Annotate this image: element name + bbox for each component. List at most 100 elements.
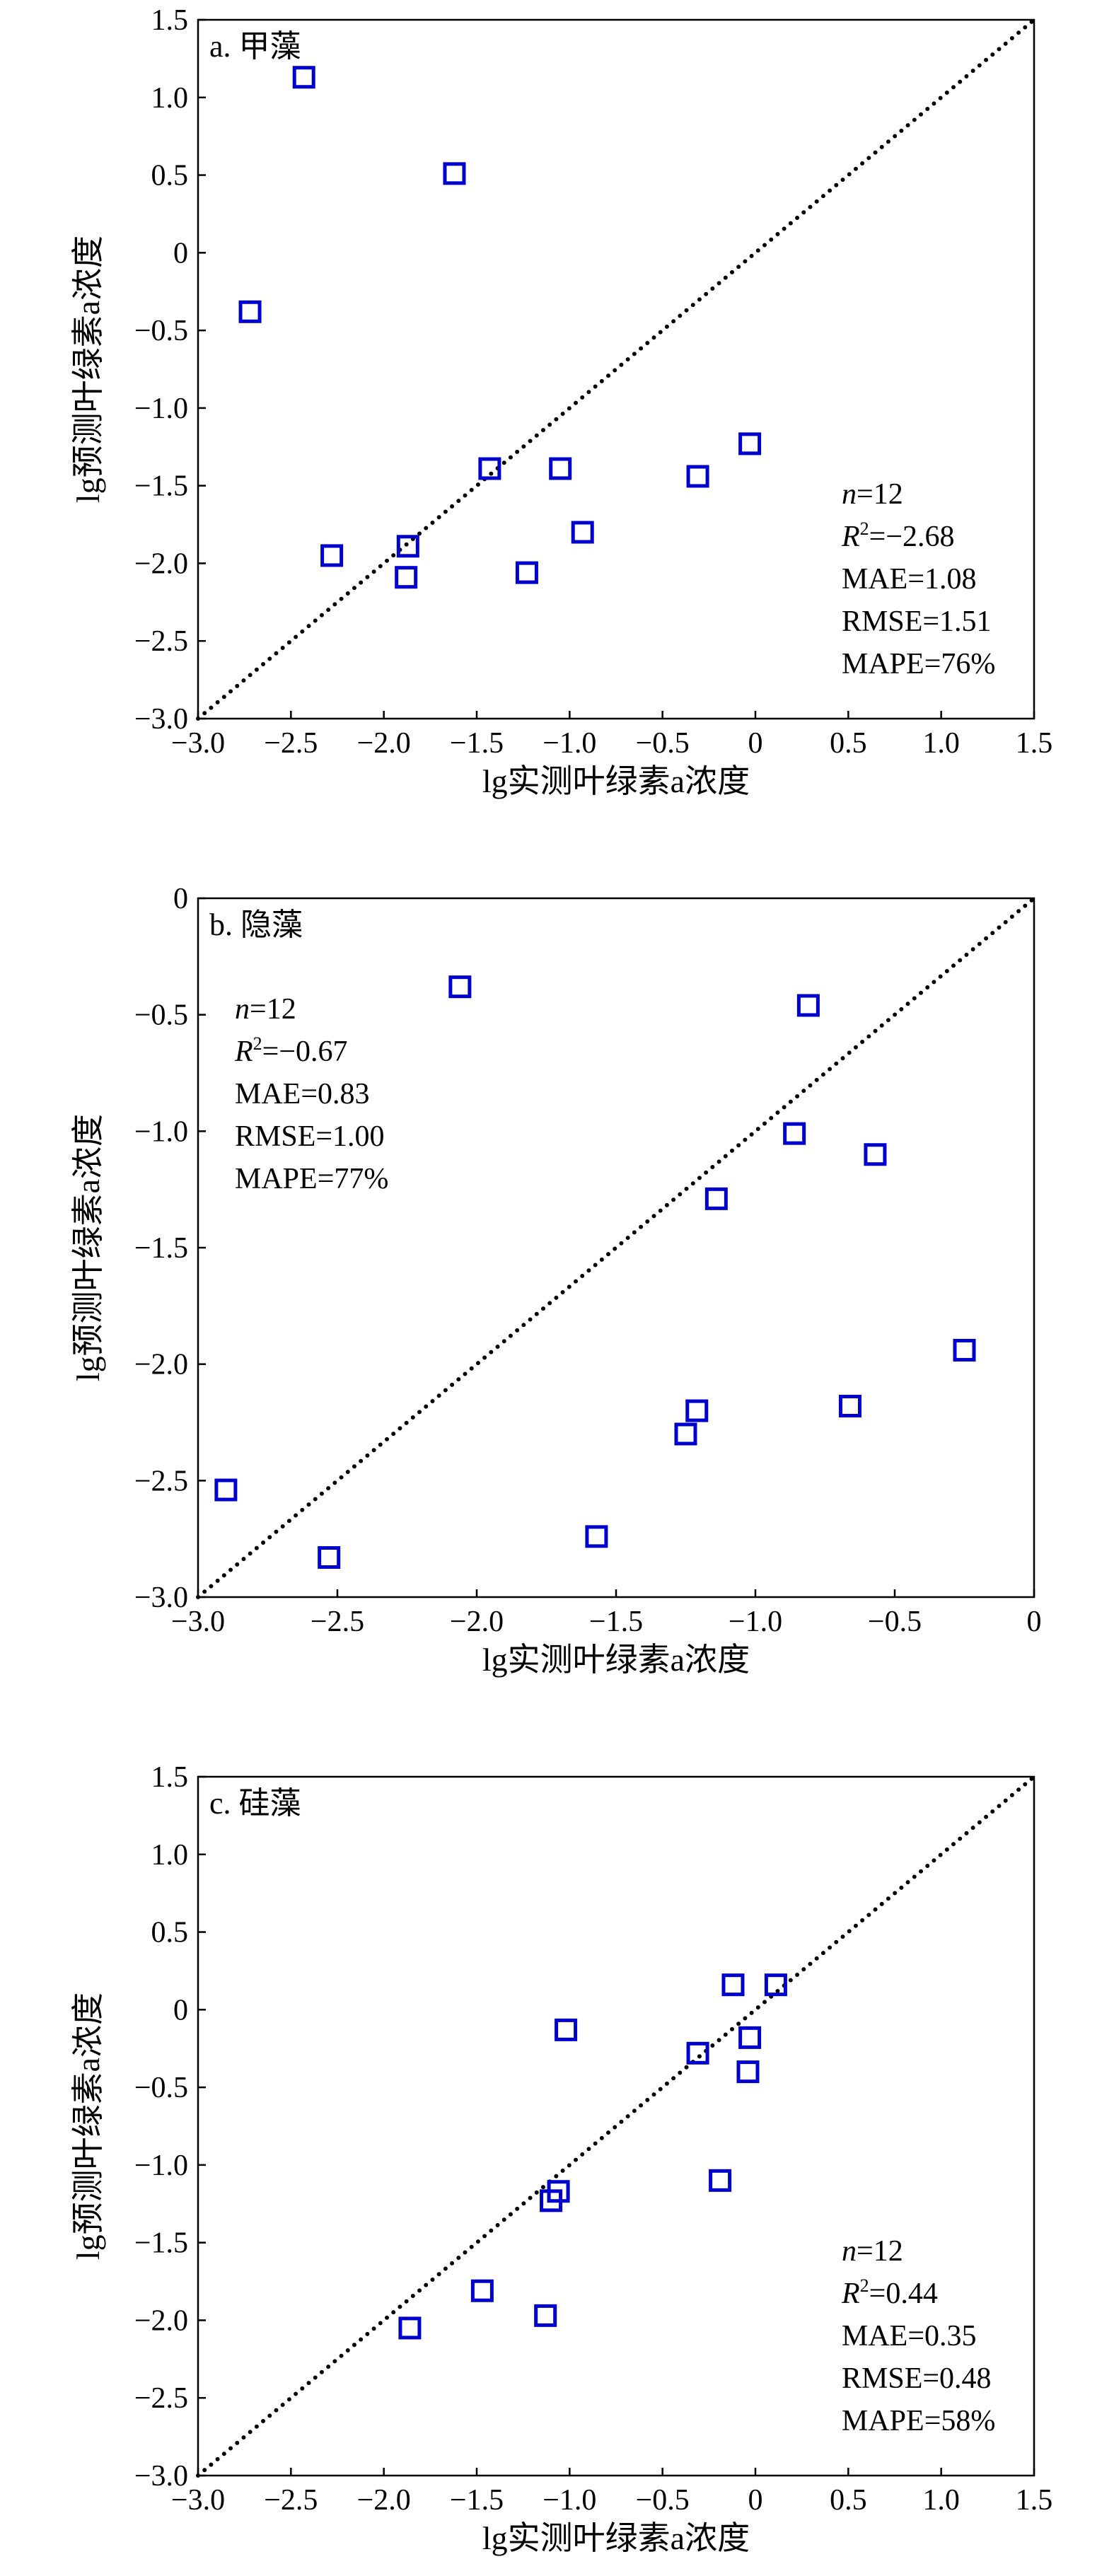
stat-mae: MAE=0.83 xyxy=(235,1078,370,1110)
stat-r2: R2=−0.67 xyxy=(234,1033,348,1068)
y-tick-label: 1.5 xyxy=(151,4,189,37)
panel-title: b. 隐藻 xyxy=(209,907,303,942)
x-tick-label: −1.0 xyxy=(543,2484,596,2517)
panel-title: c. 硅藻 xyxy=(209,1786,301,1821)
data-point xyxy=(571,521,594,544)
y-tick-label: −2.0 xyxy=(134,1349,188,1381)
stat-mape: MAPE=77% xyxy=(235,1163,388,1195)
y-tick-label: 0 xyxy=(173,237,188,269)
stat-n-value: = xyxy=(857,2235,874,2268)
x-axis-title: lg实测叶绿素a浓度 xyxy=(482,2520,750,2556)
x-tick-label: −1.0 xyxy=(729,1606,782,1638)
data-point xyxy=(320,544,344,567)
y-tick-label: 1.0 xyxy=(151,82,189,115)
data-point xyxy=(395,566,418,589)
data-point xyxy=(398,2316,422,2340)
y-tick-label: 0 xyxy=(173,1994,188,2026)
y-tick-label: −1.0 xyxy=(134,393,188,425)
stat-rmse: RMSE=1.00 xyxy=(235,1120,385,1153)
stat-mae: MAE=0.35 xyxy=(842,2320,977,2352)
stat-mape: MAPE=76% xyxy=(842,648,995,680)
x-tick-label: −3.0 xyxy=(171,727,225,760)
data-point xyxy=(721,1973,745,1997)
stat-r2-symbol: R xyxy=(841,521,860,553)
y-tick-label: −3.0 xyxy=(134,703,188,736)
y-axis-title: lg预测叶绿素a浓度 xyxy=(70,236,106,503)
stat-rmse: RMSE=1.51 xyxy=(842,605,992,638)
stat-r2-value: 0.44 xyxy=(886,2278,938,2310)
stat-r2-symbol: R xyxy=(234,1035,253,1068)
y-tick-label: −0.5 xyxy=(134,2072,188,2104)
data-point xyxy=(674,1422,697,1446)
x-tick-label: 1.0 xyxy=(922,2484,960,2517)
stat-r2-superscript: 2 xyxy=(253,1033,262,1054)
stat-r2-equals: = xyxy=(869,521,886,553)
data-point xyxy=(738,432,762,456)
one-to-one-line xyxy=(196,896,1036,1599)
data-point xyxy=(396,535,419,558)
x-tick-label: −1.5 xyxy=(450,2484,504,2517)
x-tick-label: −2.5 xyxy=(264,2484,318,2517)
stat-r2-equals: = xyxy=(262,1035,279,1068)
stat-n-symbol: n xyxy=(235,993,250,1026)
x-tick-label: −0.5 xyxy=(636,727,690,760)
x-tick-label: −1.5 xyxy=(589,1606,643,1638)
panel-title: a. 甲藻 xyxy=(209,29,301,64)
data-point xyxy=(864,1143,887,1166)
stat-n: n=12 xyxy=(842,478,903,511)
y-tick-label: 0.5 xyxy=(151,1917,189,1949)
scatter-panel: −3.0 −2.5 −2.0 −1.5 −1.0 −0.5 0 −3.0 −2.5 −2.0 −1.… xyxy=(70,883,1042,1678)
stat-r2-superscript: 2 xyxy=(860,2275,869,2296)
x-tick-label: −2.0 xyxy=(357,727,411,760)
data-point xyxy=(704,1187,728,1210)
x-tick-label: −2.0 xyxy=(450,1606,504,1638)
x-axis-title: lg实测叶绿素a浓度 xyxy=(482,763,750,799)
x-tick-label: −2.0 xyxy=(357,2484,411,2517)
y-tick-label: −0.5 xyxy=(134,315,188,347)
y-tick-label: 0.5 xyxy=(151,160,189,192)
y-tick-label: 0 xyxy=(173,883,188,915)
y-tick-label: −2.0 xyxy=(134,2304,188,2337)
x-tick-label: 1.0 xyxy=(922,727,960,760)
x-tick-label: 1.5 xyxy=(1016,2484,1053,2517)
stat-n-number: 12 xyxy=(874,478,903,511)
y-axis-title: lg预测叶绿素a浓度 xyxy=(70,1114,106,1381)
data-point xyxy=(478,457,501,480)
x-tick-label: 0 xyxy=(748,2484,763,2517)
y-tick-label: −3.0 xyxy=(134,1582,188,1614)
data-point xyxy=(238,300,262,323)
x-tick-label: −1.0 xyxy=(543,727,596,760)
data-point xyxy=(448,975,472,999)
plot-frame xyxy=(197,18,1035,720)
stat-n: n=12 xyxy=(842,2235,903,2268)
x-tick-label: −2.5 xyxy=(311,1606,364,1638)
one-to-one-line xyxy=(196,1775,1036,2478)
scatter-panel: −3.0 −2.5 −2.0 −1.5 −1.0 −0.5 0 0.5 1.0 1.5 −3.0 −2… xyxy=(70,4,1052,799)
x-tick-label: −0.5 xyxy=(636,2484,690,2517)
stat-n-value: = xyxy=(250,993,267,1026)
x-tick-label: −3.0 xyxy=(171,2484,225,2517)
y-axis-title: lg预测叶绿素a浓度 xyxy=(70,1992,106,2260)
stat-r2-value: −0.67 xyxy=(279,1035,347,1068)
data-point xyxy=(555,2018,578,2041)
y-tick-label: −1.5 xyxy=(134,1232,188,1265)
y-tick-label: −1.0 xyxy=(134,1115,188,1148)
stat-r2-symbol: R xyxy=(841,2278,860,2310)
data-point xyxy=(515,561,538,584)
y-tick-label: −1.0 xyxy=(134,2149,188,2182)
x-tick-label: 0.5 xyxy=(830,2484,867,2517)
data-point xyxy=(685,1399,709,1422)
data-point xyxy=(214,1478,238,1502)
x-tick-label: −3.0 xyxy=(171,1606,225,1638)
one-to-one-line xyxy=(196,18,1036,721)
stat-rmse: RMSE=0.48 xyxy=(842,2362,992,2395)
x-tick-label: −2.5 xyxy=(264,727,318,760)
stat-n: n=12 xyxy=(235,993,296,1026)
data-point xyxy=(686,2041,709,2065)
scatter-panel: −3.0 −2.5 −2.0 −1.5 −1.0 −0.5 0 0.5 1.0 1.5 −3.0 −2… xyxy=(70,1761,1052,2556)
stat-r2-superscript: 2 xyxy=(860,518,869,539)
y-tick-label: −2.0 xyxy=(134,547,188,580)
y-tick-label: −2.5 xyxy=(134,1465,188,1497)
data-point xyxy=(764,1973,787,1997)
data-point xyxy=(534,2304,557,2327)
